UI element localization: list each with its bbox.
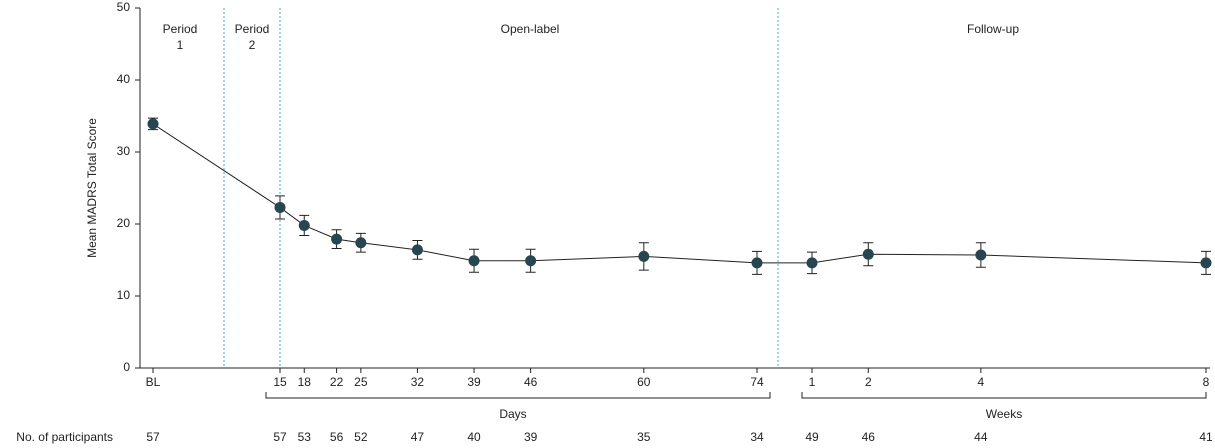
participant-count: 39 — [524, 430, 538, 444]
participant-count: 34 — [750, 430, 764, 444]
participant-count: 40 — [467, 430, 481, 444]
x-tick-label: 2 — [865, 375, 872, 389]
x-tick-label: 18 — [298, 375, 312, 389]
point — [975, 249, 987, 261]
point — [298, 219, 310, 231]
period-label: 1 — [177, 38, 184, 52]
point — [638, 250, 650, 262]
y-tick-label: 20 — [117, 216, 131, 230]
participant-count: 41 — [1199, 430, 1213, 444]
weeks-bracket — [801, 392, 1207, 399]
x-tick-label: 22 — [330, 375, 344, 389]
period-label: Period — [235, 22, 270, 36]
point — [806, 257, 818, 269]
point — [862, 248, 874, 260]
line — [152, 123, 1207, 264]
participant-count: 47 — [411, 430, 425, 444]
y-tick-label: 0 — [123, 360, 130, 374]
x-tick-label: 39 — [467, 375, 481, 389]
y-tick-label: 10 — [117, 288, 131, 302]
point — [468, 255, 480, 267]
participant-count: 52 — [354, 430, 368, 444]
participant-count: 46 — [862, 430, 876, 444]
x-tick-label: 46 — [524, 375, 538, 389]
x-tick-label: 15 — [273, 375, 287, 389]
x-group-label: Weeks — [986, 407, 1022, 421]
x-tick-label: 25 — [354, 375, 368, 389]
participant-count: 57 — [273, 430, 287, 444]
participant-count: 53 — [298, 430, 312, 444]
point — [147, 118, 159, 130]
x-tick-label: 60 — [637, 375, 651, 389]
x-tick-label: 32 — [411, 375, 425, 389]
x-tick-label: 8 — [1203, 375, 1210, 389]
point — [1200, 257, 1212, 269]
participant-count: 44 — [974, 430, 988, 444]
period-label: Follow-up — [967, 22, 1019, 36]
point — [355, 237, 367, 249]
point — [751, 257, 763, 269]
point — [274, 201, 286, 213]
point — [411, 244, 423, 256]
y-tick-label: 50 — [117, 0, 131, 14]
participant-count: 57 — [146, 430, 160, 444]
x-group-label: Days — [499, 407, 526, 421]
x-tick-label: 1 — [809, 375, 816, 389]
point — [331, 233, 343, 245]
participants-label: No. of participants — [16, 430, 113, 444]
y-tick-label: 30 — [117, 144, 131, 158]
days-bracket — [265, 392, 771, 399]
period-label: Period — [163, 22, 198, 36]
point — [525, 255, 537, 267]
participant-count: 35 — [637, 430, 651, 444]
x-tick-label: BL — [146, 375, 161, 389]
participant-count: 56 — [330, 430, 344, 444]
participant-count: 49 — [805, 430, 819, 444]
period-label: Open-label — [501, 22, 560, 36]
x-tick-label: 4 — [978, 375, 985, 389]
y-tick-label: 40 — [117, 72, 131, 86]
y-axis-title: Mean MADRS Total Score — [85, 118, 99, 258]
period-label: 2 — [249, 38, 256, 52]
x-tick-label: 74 — [750, 375, 764, 389]
